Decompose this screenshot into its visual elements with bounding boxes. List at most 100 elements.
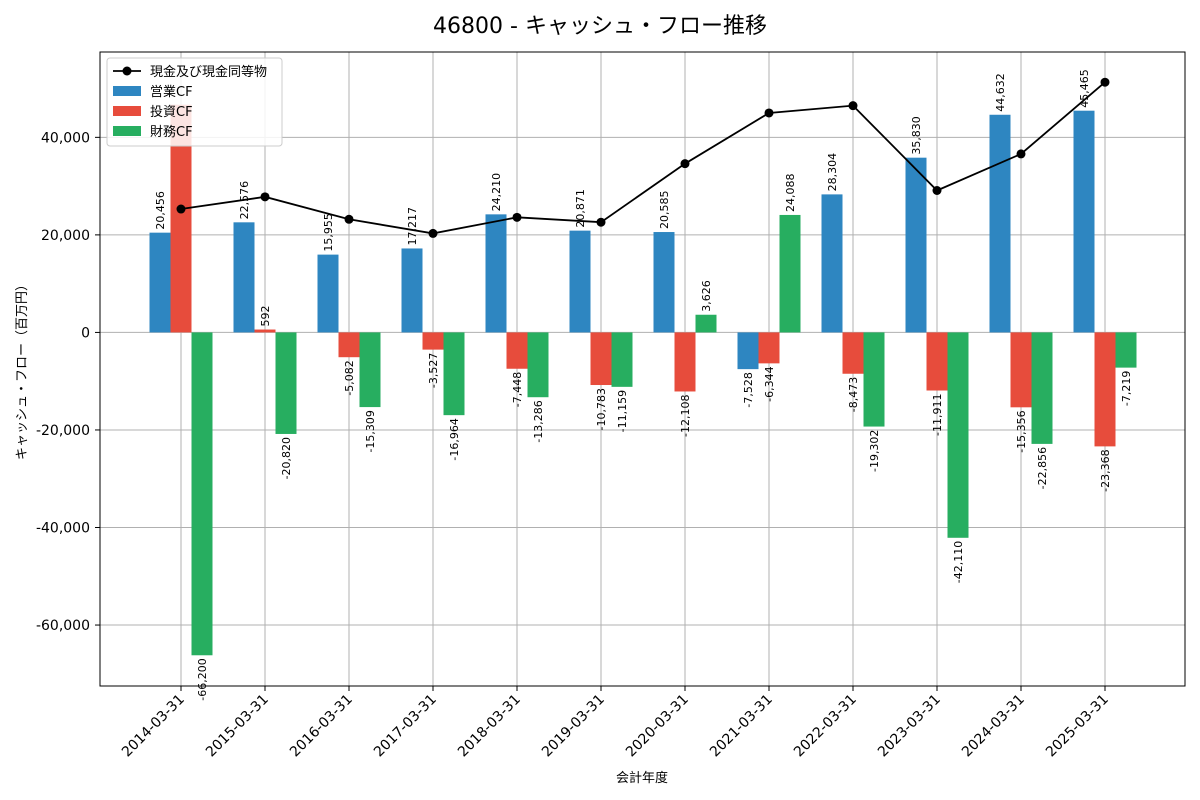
bar-投資CF-2018-03-31 <box>506 332 528 369</box>
bar-value-label: 20,871 <box>574 189 587 228</box>
bar-営業CF-2025-03-31 <box>1073 110 1095 333</box>
bar-value-label: 592 <box>259 306 272 327</box>
y-ticks: -60,000 -40,000 -20,000 0 20,000 40,000 <box>36 130 100 634</box>
bar-value-label: -8,473 <box>847 377 860 412</box>
bar-value-label: -12,108 <box>679 394 692 436</box>
y-axis-label: キャッシュ・フロー（百万円） <box>15 278 30 460</box>
cash-point-2020-03-31 <box>680 159 690 169</box>
cash-point-2018-03-31 <box>512 212 522 222</box>
cash-line-path <box>180 81 1106 235</box>
bar-投資CF-2022-03-31 <box>842 332 864 374</box>
bar-営業CF-2019-03-31 <box>569 230 591 333</box>
x-tick-label: 2019-03-31 <box>539 692 608 761</box>
legend-label: 財務CF <box>150 125 193 140</box>
bar-財務CF-2022-03-31 <box>863 332 885 427</box>
chart-title: 46800 - キャッシュ・フロー推移 <box>433 14 767 39</box>
bar-value-label: 45,465 <box>1078 69 1091 108</box>
bar-value-label: -11,911 <box>931 394 944 436</box>
cash-point-2023-03-31 <box>932 186 942 196</box>
bar-投資CF-2015-03-31 <box>254 329 276 333</box>
legend-label: 営業CF <box>150 84 193 100</box>
bar-投資CF-2024-03-31 <box>1010 332 1032 408</box>
cash-point-2021-03-31 <box>764 108 774 118</box>
legend-marker <box>122 66 132 76</box>
bar-営業CF-2022-03-31 <box>821 194 843 333</box>
bar-value-label: 24,210 <box>490 173 503 212</box>
bar-value-label: 15,955 <box>322 213 335 252</box>
legend-swatch <box>113 106 141 116</box>
bar-財務CF-2019-03-31 <box>611 332 633 387</box>
bar-営業CF-2020-03-31 <box>653 232 675 333</box>
bar-value-label: -7,528 <box>742 372 755 407</box>
bar-value-label: -13,286 <box>532 400 545 442</box>
y-tick-label: 20,000 <box>41 228 90 244</box>
bar-営業CF-2023-03-31 <box>905 157 927 333</box>
bar-投資CF-2023-03-31 <box>926 332 948 391</box>
x-tick-label: 2018-03-31 <box>455 692 524 761</box>
bar-value-label: -16,964 <box>448 418 461 460</box>
x-tick-label: 2023-03-31 <box>875 692 944 761</box>
bar-value-label: -19,302 <box>868 430 881 472</box>
bar-財務CF-2017-03-31 <box>443 332 465 416</box>
legend-box <box>106 57 283 147</box>
cash-line <box>176 77 1110 238</box>
cash-point-2022-03-31 <box>848 101 858 111</box>
bar-value-label: 20,585 <box>658 191 671 230</box>
x-tick-label: 2015-03-31 <box>203 692 272 761</box>
x-tick-label: 2014-03-31 <box>119 692 188 761</box>
bar-value-label: 3,626 <box>700 280 713 312</box>
bar-財務CF-2024-03-31 <box>1031 332 1053 444</box>
cash-point-2014-03-31 <box>176 204 186 214</box>
cash-point-2025-03-31 <box>1100 77 1110 87</box>
bar-営業CF-2014-03-31 <box>149 232 171 333</box>
cash-point-2015-03-31 <box>260 192 270 202</box>
bar-営業CF-2024-03-31 <box>989 114 1011 333</box>
bar-value-label: -42,110 <box>952 541 965 583</box>
bar-営業CF-2015-03-31 <box>233 222 255 333</box>
cash-point-2016-03-31 <box>344 214 354 224</box>
bar-value-label: 44,632 <box>994 73 1007 112</box>
bar-value-label: -3,527 <box>427 353 440 388</box>
x-tick-label: 2016-03-31 <box>287 692 356 761</box>
cash-point-2024-03-31 <box>1016 149 1026 159</box>
bar-営業CF-2016-03-31 <box>317 254 339 333</box>
bar-財務CF-2023-03-31 <box>947 332 969 538</box>
bar-財務CF-2021-03-31 <box>779 214 801 333</box>
y-tick-label: 0 <box>81 325 90 341</box>
bar-財務CF-2018-03-31 <box>527 332 549 398</box>
legend-label: 投資CF <box>150 104 193 120</box>
bar-value-label: 24,088 <box>784 173 797 212</box>
bar-value-label: 20,456 <box>154 191 167 230</box>
bar-value-label: -23,368 <box>1099 449 1112 491</box>
bar-labels: 20,456 22,576 15,955 17,217 24,210 20,871 20,5… <box>154 69 1133 701</box>
legend-swatch <box>113 126 141 136</box>
x-tick-label: 2017-03-31 <box>371 692 440 761</box>
bar-value-label: -11,159 <box>616 390 629 432</box>
cash-point-2017-03-31 <box>428 228 438 238</box>
bar-財務CF-2025-03-31 <box>1115 332 1137 368</box>
plot-frame <box>99 51 1186 687</box>
x-tick-label: 2020-03-31 <box>623 692 692 761</box>
bar-財務CF-2015-03-31 <box>275 332 297 434</box>
bar-財務CF-2020-03-31 <box>695 314 717 333</box>
bar-value-label: 17,217 <box>406 207 419 246</box>
bars <box>149 104 1137 656</box>
bar-value-label: -5,082 <box>343 360 356 395</box>
x-ticks: 2014-03-31 2015-03-31 2016-03-31 2017-03-31… <box>119 686 1112 760</box>
bar-投資CF-2025-03-31 <box>1094 332 1116 447</box>
bar-投資CF-2016-03-31 <box>338 332 360 358</box>
y-tick-label: -20,000 <box>36 423 90 439</box>
bar-投資CF-2020-03-31 <box>674 332 696 392</box>
y-tick-label: -60,000 <box>36 618 90 634</box>
bar-value-label: -15,309 <box>364 410 377 452</box>
bar-value-label: -7,448 <box>511 372 524 407</box>
bar-財務CF-2014-03-31 <box>191 332 213 656</box>
bar-value-label: 35,830 <box>910 116 923 155</box>
x-axis-label: 会計年度 <box>616 770 668 786</box>
cash-point-2019-03-31 <box>596 217 606 227</box>
bar-value-label: -6,344 <box>763 366 776 401</box>
x-tick-label: 2024-03-31 <box>959 692 1028 761</box>
bar-営業CF-2018-03-31 <box>485 214 507 333</box>
bar-投資CF-2021-03-31 <box>758 332 780 364</box>
